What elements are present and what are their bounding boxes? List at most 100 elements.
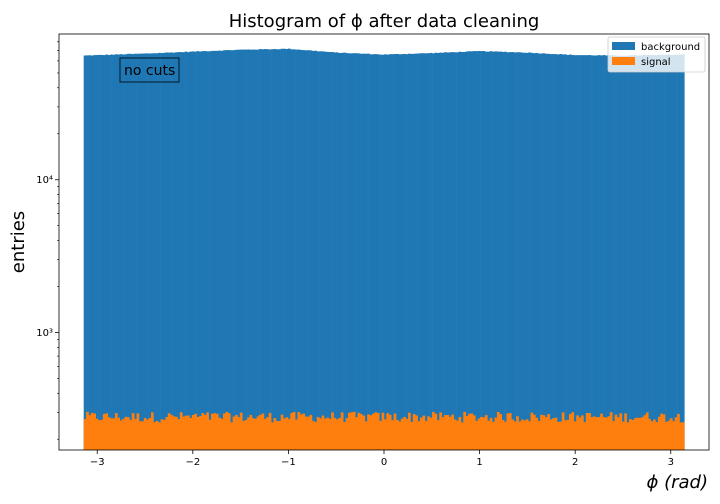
signal-bar <box>667 420 671 450</box>
background-bar <box>480 51 483 451</box>
signal-bar <box>355 417 358 450</box>
background-bar <box>403 53 406 450</box>
signal-bar <box>206 412 209 450</box>
signal-bar <box>540 414 543 450</box>
legend: background signal <box>607 36 706 73</box>
background-bar <box>590 55 594 451</box>
signal-bar <box>660 413 663 450</box>
signal-bar <box>679 422 683 450</box>
background-bar <box>379 54 382 451</box>
background-bar <box>309 50 313 450</box>
signal-bar <box>422 415 426 450</box>
signal-bar <box>304 416 308 450</box>
signal-bar <box>451 414 454 450</box>
background-bar <box>559 54 563 450</box>
background-bar <box>554 54 558 451</box>
signal-bar <box>410 421 414 450</box>
background-bar <box>576 55 579 450</box>
signal-bar <box>292 411 296 450</box>
background-bar <box>388 54 392 450</box>
signal-bar <box>321 415 325 450</box>
background-bar <box>93 55 97 451</box>
signal-bar <box>643 415 647 450</box>
background-bar <box>343 52 346 451</box>
signal-bar <box>369 415 373 450</box>
background-bar <box>585 55 589 450</box>
signal-bar <box>247 417 250 450</box>
signal-bar <box>420 417 423 450</box>
signal-bar <box>297 412 301 450</box>
signal-bar <box>621 421 625 450</box>
y-axis-label: entries <box>8 211 29 273</box>
signal-bar <box>655 422 659 450</box>
background-bar <box>88 55 92 451</box>
background-bar <box>323 51 327 450</box>
background-bar <box>126 53 130 451</box>
background-bar <box>285 49 289 451</box>
background-bar <box>581 55 584 451</box>
signal-bar <box>460 422 464 450</box>
background-bar <box>679 54 683 451</box>
signal-bar <box>432 411 435 450</box>
signal-bar <box>189 417 193 450</box>
background-bar <box>672 54 675 450</box>
signal-bar <box>650 421 654 450</box>
signal-bar <box>319 418 322 450</box>
background-bar <box>107 55 111 450</box>
background-bar <box>177 52 181 451</box>
background-bar <box>203 51 207 451</box>
background-bar <box>319 51 322 450</box>
signal-bar <box>136 413 140 450</box>
signal-bar <box>384 419 387 450</box>
signal-bar <box>475 420 478 450</box>
signal-bar <box>107 417 111 450</box>
x-tick-label: 3 <box>668 457 674 468</box>
signal-bar <box>607 416 611 450</box>
signal-bar <box>256 416 260 450</box>
signal-bar <box>232 416 236 450</box>
signal-bar <box>102 413 106 450</box>
background-bar <box>138 53 142 450</box>
background-bar <box>283 48 286 450</box>
background-bar <box>477 50 481 450</box>
signal-bar <box>588 413 591 450</box>
background-bar <box>641 55 644 451</box>
signal-bar <box>381 412 385 450</box>
background-bar <box>458 51 462 451</box>
background-bar <box>412 53 416 451</box>
background-bar <box>83 55 87 450</box>
background-bar <box>100 54 104 450</box>
background-bar <box>475 51 478 450</box>
signal-bar <box>581 415 584 450</box>
signal-bar <box>299 414 303 450</box>
signal-bar <box>552 418 555 450</box>
background-bar <box>150 53 154 450</box>
signal-bar <box>184 415 188 450</box>
background-bar <box>158 52 161 451</box>
background-bar <box>607 55 611 450</box>
signal-bar <box>441 417 445 450</box>
signal-bar <box>636 417 639 450</box>
signal-bar <box>415 415 418 450</box>
background-bar <box>530 52 534 450</box>
signal-bar <box>114 413 118 450</box>
background-bar <box>602 55 606 450</box>
background-bar <box>259 49 262 450</box>
background-bar <box>653 55 656 450</box>
signal-bar <box>138 421 142 450</box>
signal-bar <box>155 420 159 450</box>
background-bar <box>422 53 426 451</box>
background-bar <box>189 51 193 451</box>
signal-bar <box>182 416 185 450</box>
signal-bar <box>463 411 466 450</box>
background-bar <box>95 54 99 451</box>
x-tick-label: −1 <box>281 457 296 468</box>
background-bar <box>187 52 190 450</box>
signal-bar <box>331 412 334 450</box>
background-bar <box>179 52 183 451</box>
signal-bar <box>391 420 394 450</box>
signal-bar <box>645 412 649 450</box>
background-bar <box>215 50 219 450</box>
signal-bar <box>477 418 481 450</box>
background-bar <box>544 53 548 450</box>
